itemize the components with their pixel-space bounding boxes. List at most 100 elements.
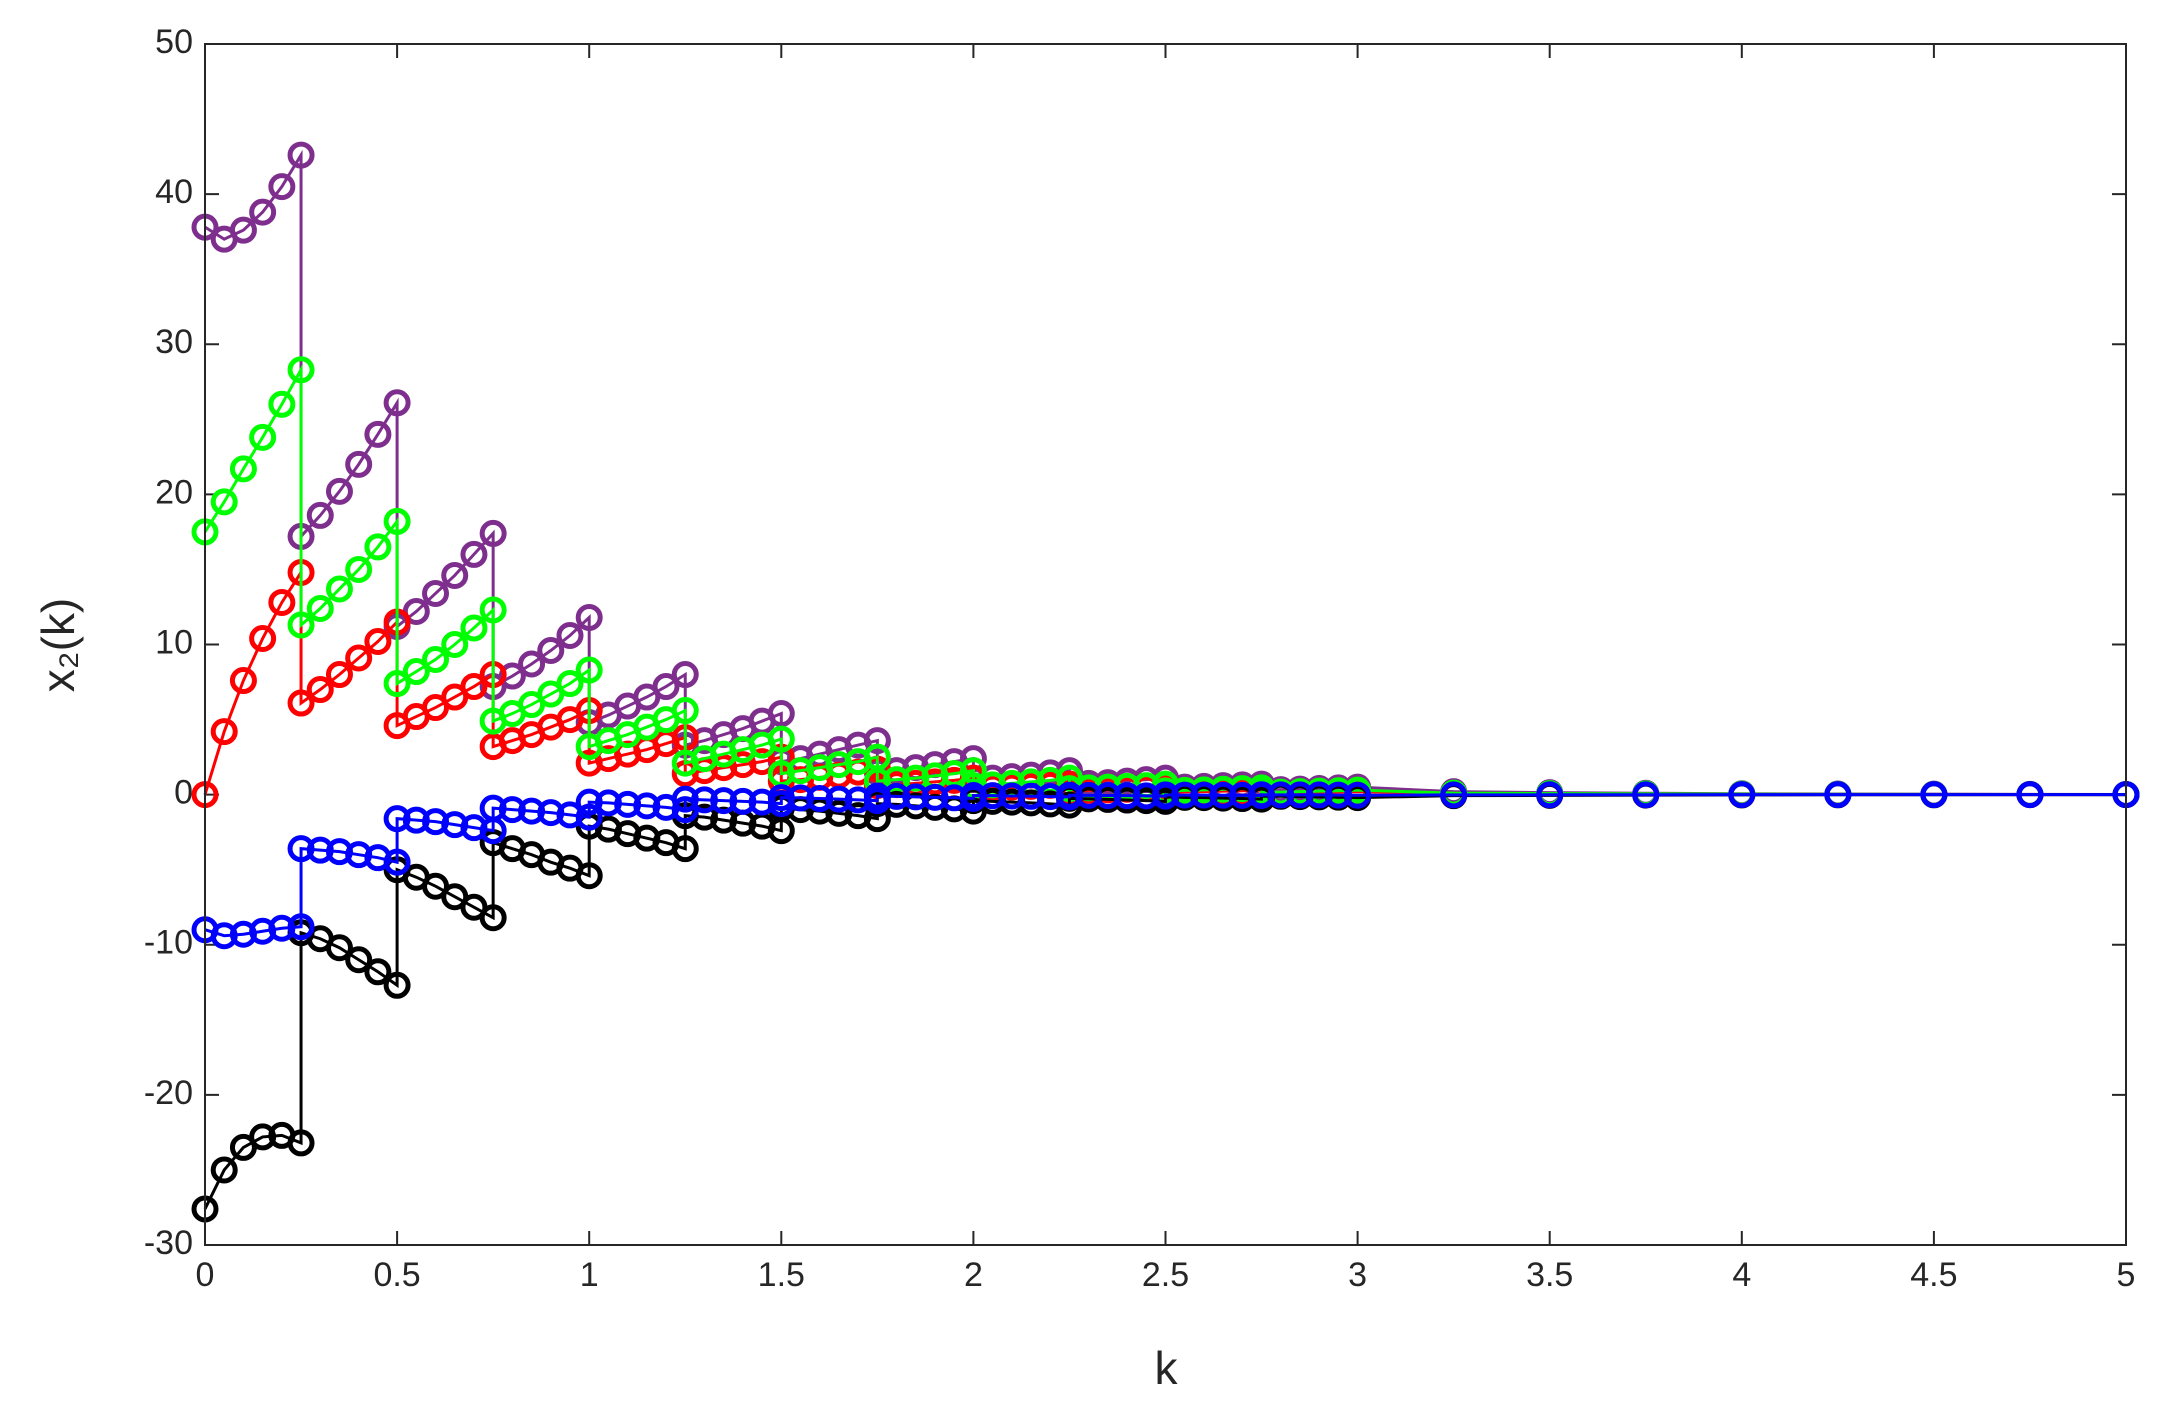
marker <box>229 667 257 695</box>
marker <box>287 141 315 169</box>
y-tick-label: 40 <box>155 173 193 211</box>
marker <box>249 423 277 451</box>
marker <box>767 725 795 753</box>
marker <box>229 455 257 483</box>
x-tick-label: 4.5 <box>1910 1256 1957 1294</box>
marker <box>940 784 968 812</box>
marker <box>1228 781 1256 809</box>
x-axis-label: k <box>1155 1342 1179 1394</box>
marker <box>959 782 987 810</box>
y-tick-label: 20 <box>155 473 193 511</box>
marker <box>902 764 930 792</box>
marker <box>883 782 911 810</box>
marker <box>671 785 699 813</box>
marker <box>556 801 584 829</box>
marker <box>979 782 1007 810</box>
marker <box>249 624 277 652</box>
marker <box>383 507 411 535</box>
marker <box>1190 781 1218 809</box>
marker <box>229 216 257 244</box>
marker <box>287 611 315 639</box>
marker <box>345 946 373 974</box>
marker <box>1440 781 1468 809</box>
marker <box>806 785 834 813</box>
marker <box>325 934 353 962</box>
marker <box>306 676 334 704</box>
x-tick-label: 2 <box>964 1256 983 1294</box>
marker <box>863 782 891 810</box>
marker <box>345 555 373 583</box>
marker <box>575 862 603 890</box>
marker <box>325 575 353 603</box>
marker <box>1248 781 1276 809</box>
marker <box>825 785 853 813</box>
marker <box>1286 781 1314 809</box>
marker <box>287 835 315 863</box>
marker <box>402 806 430 834</box>
marker <box>210 718 238 746</box>
x-tick-label: 3 <box>1348 1256 1367 1294</box>
plot-frame <box>204 43 2127 1246</box>
marker <box>1075 781 1103 809</box>
marker <box>383 848 411 876</box>
marker <box>287 913 315 941</box>
marker <box>537 799 565 827</box>
marker <box>1728 781 1756 809</box>
marker <box>921 783 949 811</box>
marker <box>325 477 353 505</box>
marker <box>787 784 815 812</box>
marker <box>1209 781 1237 809</box>
marker <box>460 614 488 642</box>
marker <box>652 673 680 701</box>
marker <box>441 631 469 658</box>
marker <box>460 540 488 568</box>
marker <box>210 1156 238 1184</box>
marker <box>383 805 411 833</box>
marker <box>287 1129 315 1157</box>
marker <box>863 727 891 755</box>
marker <box>518 797 546 825</box>
marker <box>614 790 642 818</box>
marker <box>959 757 987 785</box>
marker <box>537 637 565 665</box>
marker <box>556 670 584 698</box>
marker <box>306 501 334 529</box>
marker <box>710 787 738 815</box>
marker <box>268 390 296 418</box>
marker <box>364 627 392 655</box>
marker <box>1171 781 1199 809</box>
y-tick-label: 30 <box>155 323 193 361</box>
y-tick-label: -20 <box>144 1074 193 1112</box>
x-tick-label: 4 <box>1732 1256 1751 1294</box>
marker <box>498 662 526 690</box>
marker <box>479 904 507 932</box>
marker <box>633 792 661 820</box>
marker <box>671 661 699 689</box>
marker <box>1017 782 1045 810</box>
marker <box>268 588 296 616</box>
y-tick-label: 10 <box>155 623 193 661</box>
marker <box>1036 783 1064 811</box>
marker <box>998 769 1026 797</box>
marker <box>498 796 526 824</box>
marker <box>364 420 392 448</box>
marker <box>575 803 603 831</box>
marker <box>249 1123 277 1151</box>
marker <box>1344 781 1372 809</box>
marker <box>556 621 584 649</box>
marker <box>306 836 334 864</box>
marker <box>1267 781 1295 809</box>
marker <box>806 797 834 825</box>
marker <box>364 958 392 986</box>
plot-area <box>205 44 2126 1245</box>
marker <box>345 450 373 478</box>
marker <box>287 689 315 717</box>
x-tick-label: 0 <box>196 1256 215 1294</box>
marker <box>210 922 238 950</box>
marker <box>422 579 450 607</box>
marker <box>767 700 795 728</box>
marker <box>441 561 469 589</box>
marker <box>268 173 296 201</box>
y-tick-label: 0 <box>174 774 193 812</box>
